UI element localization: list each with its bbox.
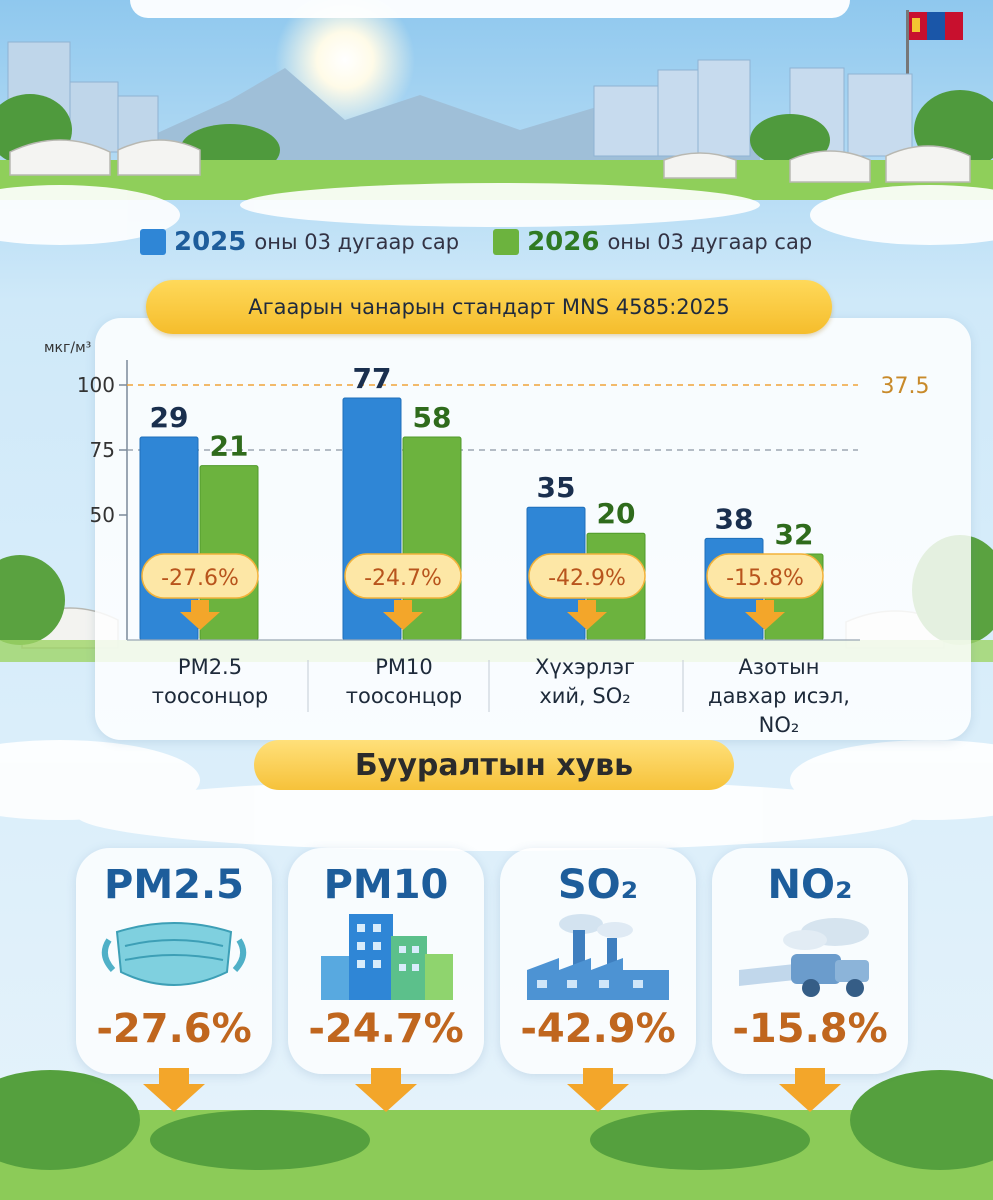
buildings-icon: [321, 914, 453, 1000]
legend-swatch-2025: [140, 229, 166, 255]
bar-value-label: 77: [353, 362, 392, 395]
card-percent: -42.9%: [520, 1006, 676, 1052]
y-axis-unit: мкг/м³: [44, 340, 91, 356]
card-percent: -15.8%: [732, 1006, 888, 1052]
card-no2: NO₂ -15.8%: [712, 848, 908, 1074]
bar-2025: [139, 436, 199, 641]
category-label: PM10: [375, 655, 433, 679]
reduction-title: Бууралтын хувь: [254, 740, 734, 790]
category-label: Хүхэрлэг: [535, 655, 635, 679]
category-label: Азотын: [739, 655, 820, 679]
chart-legend: 2025 оны 03 дугаар сар 2026 оны 03 дугаа…: [140, 222, 900, 262]
legend-year: 2025: [174, 227, 247, 257]
category-label: хий, SO₂: [539, 684, 630, 708]
legend-year: 2026: [527, 227, 600, 257]
bar-value-label: 20: [597, 497, 636, 530]
card-title: NO₂: [767, 862, 853, 908]
clouds: [0, 183, 993, 851]
change-badge-label: -42.9%: [548, 566, 626, 591]
card-title: PM10: [323, 862, 449, 908]
bar-value-label: 38: [715, 502, 754, 535]
legend-label: оны 03 дугаар сар: [254, 230, 460, 254]
legend-item-2026: 2026 оны 03 дугаар сар: [493, 227, 812, 257]
legend-item-2025: 2025 оны 03 дугаар сар: [140, 227, 459, 257]
bar-chart: мкг/м³ 50 75 100 37.5 29 77 35 38 21 58 20 32 -27.6% -…: [44, 340, 930, 737]
bar-value-label: 29: [150, 401, 189, 434]
down-arrow-icon: [143, 1068, 205, 1112]
mongolian-flag-icon: [906, 10, 963, 100]
down-arrow-icon: [745, 600, 785, 630]
down-arrow-icon: [567, 600, 607, 630]
category-label: тоосонцор: [152, 684, 269, 708]
card-so2: SO₂ -42.9%: [500, 848, 696, 1074]
top-banner: [130, 0, 850, 18]
card-percent: -27.6%: [96, 1006, 252, 1052]
trees-bottom: [0, 1070, 993, 1170]
legend-label: оны 03 дугаар сар: [607, 230, 813, 254]
chart-title: Агаарын чанарын стандарт MNS 4585:2025: [146, 280, 832, 334]
down-arrow-icon: [355, 1068, 417, 1112]
category-label: давхар исэл,: [708, 684, 850, 708]
change-badge: [141, 553, 259, 599]
change-badge: [706, 553, 824, 599]
factory-icon: [527, 914, 669, 1000]
bar-value-label: 58: [413, 401, 452, 434]
card-title: PM2.5: [104, 862, 244, 908]
bar-value-label: 32: [775, 518, 814, 551]
bar-value-label: 21: [210, 430, 249, 463]
change-badge-label: -27.6%: [161, 566, 239, 591]
bar-2025: [342, 397, 402, 641]
down-arrow-icon: [383, 600, 423, 630]
y-tick-label: 100: [77, 373, 115, 397]
change-badge-label: -15.8%: [726, 566, 804, 591]
down-arrow-icon: [779, 1068, 841, 1112]
change-badge: [528, 553, 646, 599]
legend-swatch-2026: [493, 229, 520, 255]
y-tick-label: 50: [90, 503, 115, 527]
category-label: тоосонцор: [346, 684, 463, 708]
category-label: NO₂: [759, 713, 800, 737]
card-title: SO₂: [557, 862, 639, 908]
change-badge: [344, 553, 462, 599]
grass-bottom: [0, 1110, 993, 1200]
change-badge-label: -24.7%: [364, 566, 442, 591]
standard-reference-label: 37.5: [881, 374, 930, 399]
card-pm10: PM10 -24.7%: [288, 848, 484, 1074]
card-percent: -24.7%: [308, 1006, 464, 1052]
card-pm25: PM2.5 -27.6%: [76, 848, 272, 1074]
vehicle-exhaust-icon: [739, 918, 869, 997]
bar-value-label: 35: [537, 471, 576, 504]
down-arrow-icon: [567, 1068, 629, 1112]
down-arrow-icon: [180, 600, 220, 630]
face-mask-icon: [101, 922, 247, 986]
category-label: PM2.5: [178, 655, 242, 679]
gers-top: [9, 139, 971, 183]
y-tick-label: 75: [90, 438, 115, 462]
